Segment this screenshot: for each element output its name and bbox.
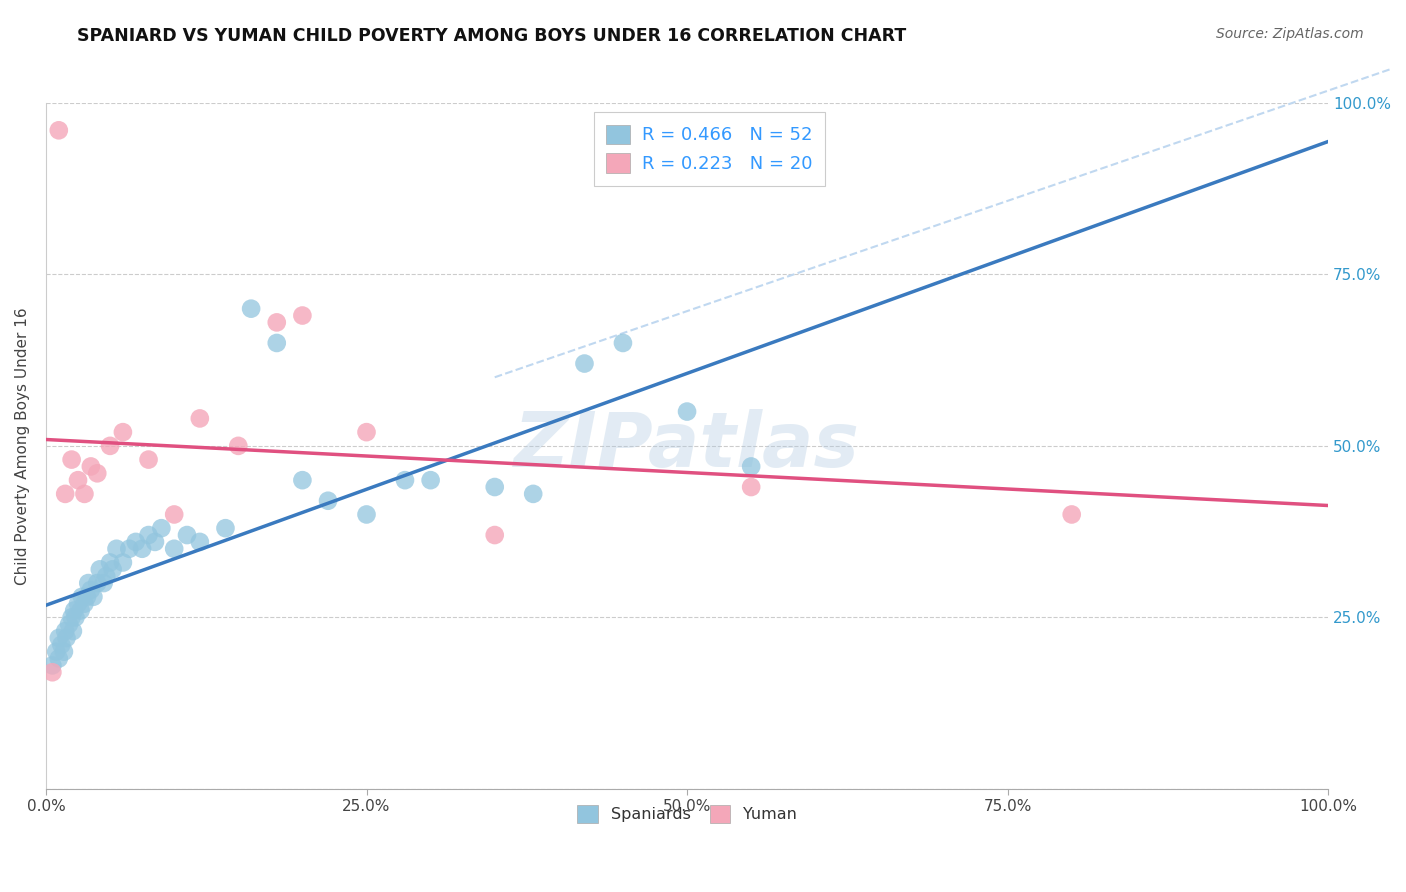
Point: [118, 541, 141, 556]
Point: [66, 597, 89, 611]
Point: [163, 541, 186, 556]
Point: [51, 638, 73, 652]
Point: [574, 357, 596, 371]
Point: [176, 528, 198, 542]
Point: [740, 480, 762, 494]
Point: [484, 528, 506, 542]
Point: [740, 459, 762, 474]
Point: [356, 425, 378, 439]
Point: [80, 582, 103, 597]
Legend: Spaniards, Yuman: Spaniards, Yuman: [568, 796, 807, 832]
Point: [522, 487, 544, 501]
Point: [105, 541, 128, 556]
Point: [93, 576, 115, 591]
Point: [76, 590, 98, 604]
Point: [73, 597, 96, 611]
Point: [394, 473, 416, 487]
Point: [53, 487, 76, 501]
Point: [96, 569, 118, 583]
Point: [86, 467, 108, 481]
Point: [45, 645, 67, 659]
Point: [1060, 508, 1083, 522]
Point: [89, 562, 111, 576]
Point: [101, 562, 124, 576]
Point: [676, 404, 699, 418]
Point: [77, 576, 100, 591]
Point: [138, 452, 160, 467]
Point: [484, 480, 506, 494]
Point: [65, 610, 87, 624]
Point: [131, 541, 153, 556]
Point: [48, 631, 70, 645]
Point: [316, 493, 339, 508]
Point: [226, 439, 249, 453]
Point: [266, 315, 288, 329]
Text: SPANIARD VS YUMAN CHILD POVERTY AMONG BOYS UNDER 16 CORRELATION CHART: SPANIARD VS YUMAN CHILD POVERTY AMONG BO…: [77, 27, 907, 45]
Point: [48, 123, 70, 137]
Point: [98, 439, 121, 453]
Point: [143, 535, 166, 549]
Point: [214, 521, 236, 535]
Point: [60, 452, 83, 467]
Text: Source: ZipAtlas.com: Source: ZipAtlas.com: [1216, 27, 1364, 41]
Point: [80, 459, 103, 474]
Point: [41, 665, 63, 680]
Point: [125, 535, 148, 549]
Point: [111, 425, 134, 439]
Point: [291, 473, 314, 487]
Point: [612, 335, 634, 350]
Point: [188, 535, 211, 549]
Point: [52, 645, 75, 659]
Point: [150, 521, 173, 535]
Y-axis label: Child Poverty Among Boys Under 16: Child Poverty Among Boys Under 16: [15, 307, 30, 584]
Point: [41, 658, 63, 673]
Point: [66, 473, 89, 487]
Point: [163, 508, 186, 522]
Point: [62, 624, 84, 639]
Point: [419, 473, 441, 487]
Point: [266, 335, 288, 350]
Point: [58, 617, 80, 632]
Point: [98, 556, 121, 570]
Point: [111, 556, 134, 570]
Point: [82, 590, 104, 604]
Point: [69, 603, 91, 617]
Point: [55, 631, 77, 645]
Point: [53, 624, 76, 639]
Point: [188, 411, 211, 425]
Point: [138, 528, 160, 542]
Point: [48, 651, 70, 665]
Point: [86, 576, 108, 591]
Point: [63, 603, 86, 617]
Point: [73, 487, 96, 501]
Text: ZIPatlas: ZIPatlas: [515, 409, 860, 483]
Point: [356, 508, 378, 522]
Point: [291, 309, 314, 323]
Point: [60, 610, 83, 624]
Point: [240, 301, 263, 316]
Point: [70, 590, 93, 604]
